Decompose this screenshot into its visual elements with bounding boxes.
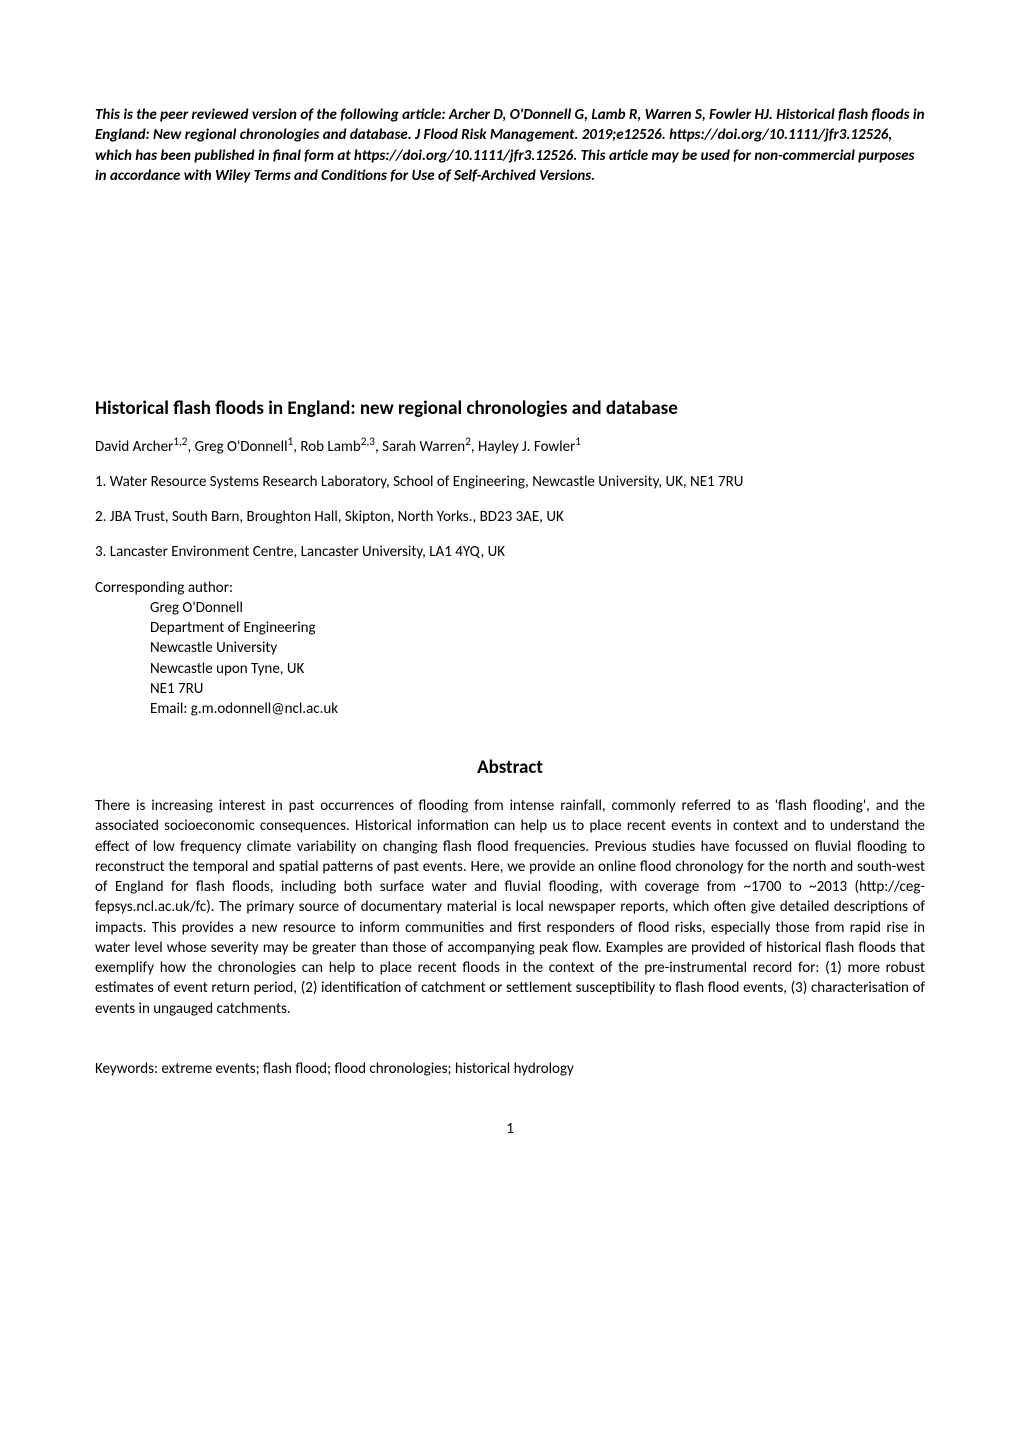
corresponding-author-label: Corresponding author: xyxy=(95,578,925,598)
affiliation-3: 3. Lancaster Environment Centre, Lancast… xyxy=(95,542,925,562)
corresponding-line: Department of Engineering xyxy=(150,618,925,638)
corresponding-line: Email: g.m.odonnell@ncl.ac.uk xyxy=(150,699,925,719)
page-number: 1 xyxy=(95,1119,925,1139)
corresponding-line: Newcastle upon Tyne, UK xyxy=(150,659,925,679)
author-list: David Archer1,2, Greg O'Donnell1, Rob La… xyxy=(95,437,925,457)
corresponding-author-block: Greg O'Donnell Department of Engineering… xyxy=(95,598,925,720)
affiliation-2: 2. JBA Trust, South Barn, Broughton Hall… xyxy=(95,507,925,527)
corresponding-line: NE1 7RU xyxy=(150,679,925,699)
keywords-line: Keywords: extreme events; flash flood; f… xyxy=(95,1059,925,1079)
preface-statement: This is the peer reviewed version of the… xyxy=(95,105,925,186)
corresponding-line: Newcastle University xyxy=(150,638,925,658)
abstract-body: There is increasing interest in past occ… xyxy=(95,796,925,1019)
affiliation-1: 1. Water Resource Systems Research Labor… xyxy=(95,472,925,492)
article-title: Historical flash floods in England: new … xyxy=(95,396,925,422)
abstract-heading: Abstract xyxy=(95,755,925,781)
corresponding-line: Greg O'Donnell xyxy=(150,598,925,618)
